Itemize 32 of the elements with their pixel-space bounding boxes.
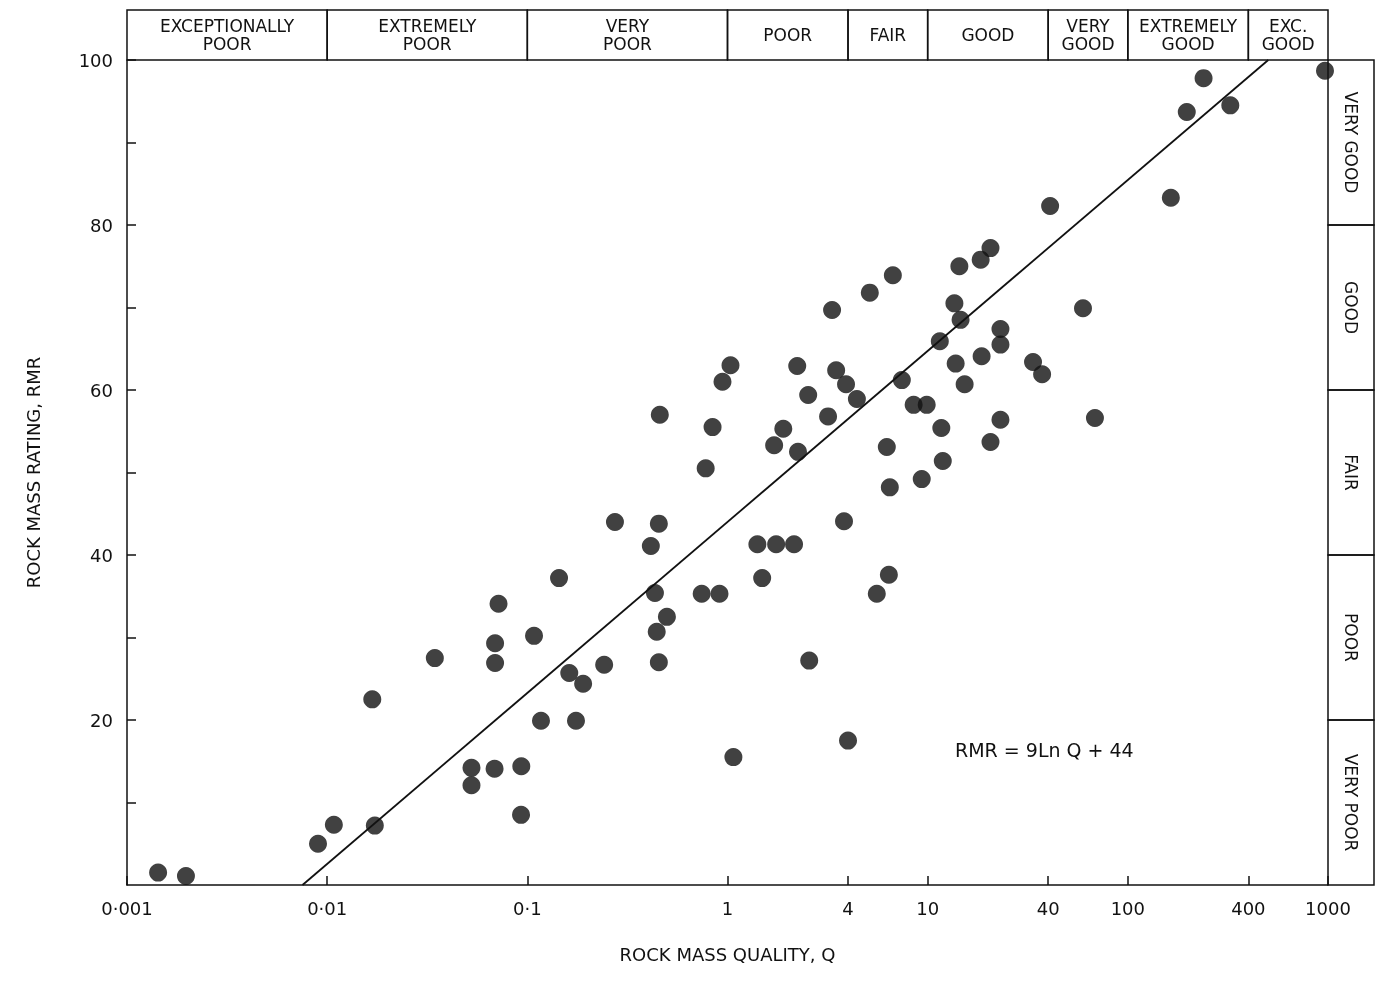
- text: POOR: [763, 25, 813, 45]
- x-tick-label: 0·01: [307, 897, 348, 919]
- text: POOR: [1341, 613, 1361, 663]
- text: FAIR: [1341, 454, 1361, 492]
- text: EXC. GOOD: [1261, 16, 1315, 54]
- text: FAIR: [869, 25, 907, 45]
- text: VERY GOOD: [1341, 91, 1361, 194]
- x-tick-label: 4: [842, 897, 854, 919]
- y-tick-label: 100: [78, 49, 113, 71]
- text: VERY POOR: [1341, 753, 1361, 852]
- x-tick-label: 400: [1231, 897, 1266, 919]
- x-tick-label: 40: [1036, 897, 1060, 919]
- x-axis-title: ROCK MASS QUALITY, Q: [619, 943, 836, 965]
- annotation: RMR = 9Ln Q + 44: [955, 739, 1134, 761]
- text: EXTREMELY GOOD: [1139, 16, 1238, 54]
- x-tick-label: 100: [1110, 897, 1146, 919]
- x-tick-label: 0·001: [101, 897, 153, 919]
- text: VERY GOOD: [1061, 16, 1115, 54]
- x-tick-label: 10: [916, 897, 940, 919]
- x-tick-label: 0·1: [513, 897, 542, 919]
- y-axis-title: ROCK MASS RATING, RMR: [22, 356, 44, 589]
- x-tick-label: 1: [721, 897, 734, 919]
- y-tick-label: 60: [90, 379, 113, 401]
- y-tick-label: 40: [90, 544, 113, 566]
- text: EXCEPTIONALLY POOR: [159, 16, 295, 54]
- text: GOOD: [961, 25, 1015, 45]
- y-tick-label: 80: [90, 214, 113, 236]
- text: EXTREMELY POOR: [378, 16, 477, 54]
- x-tick-label: 1000: [1305, 897, 1351, 919]
- text: VERY POOR: [603, 16, 653, 54]
- text: GOOD: [1341, 280, 1361, 335]
- y-tick-label: 20: [90, 709, 113, 731]
